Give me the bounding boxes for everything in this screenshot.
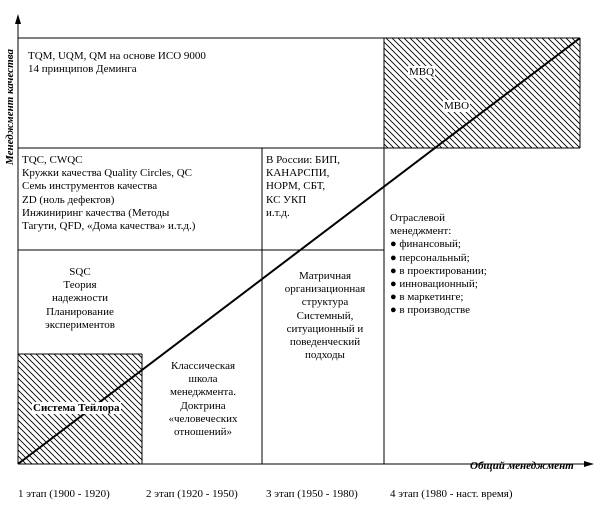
matrix-line: Матричная: [298, 270, 352, 282]
tqc-line: Кружки качества Quality Circles, QC: [22, 167, 192, 180]
branch-item-label: инновационный;: [399, 278, 478, 291]
stage-label-4: 4 этап (1980 - наст. время): [390, 488, 513, 500]
branch-item: ● инновационный;: [390, 278, 487, 291]
branch-item: ● в проектировании;: [390, 265, 487, 278]
matrix-cell-text: Матричная организационная структура Сист…: [272, 270, 378, 362]
branch-item: ● в производстве: [390, 304, 487, 317]
mbq-hatched-cell: [384, 38, 580, 148]
x-axis-arrow: [584, 461, 594, 467]
classic-cell-text: Классическая школа менеджмента. Доктрина…: [150, 360, 256, 439]
branch-item-label: финансовый;: [399, 238, 461, 251]
mbq-label: MBQ: [408, 66, 436, 78]
branch-item-label: в производстве: [399, 304, 471, 317]
branch-title-line: менеджмент:: [390, 225, 452, 238]
matrix-line: ситуационный и: [286, 322, 364, 335]
matrix-line: поведенческий: [289, 336, 361, 349]
branch-item: ● финансовый;: [390, 238, 487, 251]
sqc-line: экспериментов: [45, 318, 115, 331]
branch-item-label: в проектировании;: [399, 264, 487, 277]
bullet-icon: ●: [390, 304, 400, 317]
stage-label-3: 3 этап (1950 - 1980): [266, 488, 358, 500]
bullet-icon: ●: [390, 251, 400, 264]
classic-line: школа: [188, 373, 218, 386]
branch-cell-text: Отраслевой менеджмент: ● финансовый; ● п…: [390, 212, 487, 318]
bullet-icon: ●: [390, 278, 400, 291]
sqc-line: Планирование: [46, 305, 114, 318]
y-axis-arrow: [15, 14, 21, 24]
sqc-cell-text: SQC Теория надежности Планирование экспе…: [18, 266, 142, 332]
sqc-line: Теория: [63, 279, 97, 292]
branch-item-label: в маркетинге;: [399, 291, 464, 304]
grid-lines: [18, 37, 581, 464]
tqc-line: Семь инструментов качества: [22, 180, 158, 193]
matrix-line: Системный,: [296, 309, 354, 322]
stage-label-2: 2 этап (1920 - 1950): [146, 488, 238, 500]
tqc-line: TQC, CWQC: [22, 154, 83, 166]
russia-line: КС УКП: [266, 193, 307, 206]
branch-item-label: персональный;: [399, 251, 470, 264]
tqc-line: ZD (ноль дефектов): [22, 193, 115, 206]
tqm-line: 14 принципов Деминга: [28, 63, 137, 76]
tqm-line: TQM, UQM, QM на основе ИСО 9000: [28, 50, 206, 62]
classic-line: Классическая: [170, 360, 236, 372]
russia-cell-text: В России: БИП, КАНАРСПИ, НОРМ, СБТ, КС У…: [266, 154, 340, 220]
matrix-line: подходы: [305, 349, 345, 362]
diagonal-line: [17, 37, 581, 465]
classic-line: Доктрина: [180, 399, 226, 412]
classic-line: менеджмента.: [170, 386, 236, 399]
tqc-line: Инжиниринг качества (Методы: [22, 206, 170, 219]
russia-line: и.т.д.: [266, 206, 290, 219]
tqc-cell-text: TQC, CWQC Кружки качества Quality Circle…: [22, 154, 195, 233]
sqc-line: надежности: [51, 292, 109, 305]
branch-item: ● в маркетинге;: [390, 291, 487, 304]
tqm-cell-text: TQM, UQM, QM на основе ИСО 9000 14 принц…: [28, 50, 206, 76]
mbo-label: MBO: [443, 100, 471, 112]
classic-line: отношений»: [173, 426, 233, 439]
branch-item: ● персональный;: [390, 252, 487, 265]
russia-line: НОРМ, СБТ,: [266, 180, 326, 193]
stage-label-1: 1 этап (1900 - 1920): [18, 488, 110, 500]
classic-line: «человеческих: [168, 412, 238, 425]
branch-title-line: Отраслевой: [390, 212, 446, 224]
bullet-icon: ●: [390, 264, 400, 277]
y-axis-label: Менеджмент качества: [4, 49, 16, 165]
matrix-line: структура: [301, 296, 349, 309]
sqc-line: SQC: [69, 266, 91, 278]
matrix-line: организационная: [284, 283, 366, 296]
taylor-label: Система Тейлора: [32, 402, 121, 414]
russia-line: В России: БИП,: [266, 154, 341, 166]
x-axis-label: Общий менеджмент: [470, 460, 574, 472]
bullet-icon: ●: [390, 291, 400, 304]
russia-line: КАНАРСПИ,: [266, 167, 330, 180]
tqc-line: Тагути, QFD, «Дома качества» и.т.д.): [22, 220, 196, 233]
bullet-icon: ●: [390, 238, 400, 251]
